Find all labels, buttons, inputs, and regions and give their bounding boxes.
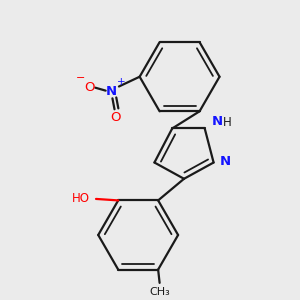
- Text: O: O: [111, 111, 121, 124]
- Text: O: O: [84, 81, 94, 94]
- Text: N: N: [212, 115, 223, 128]
- Text: N: N: [106, 85, 117, 98]
- Text: H: H: [224, 116, 232, 129]
- Text: N: N: [220, 154, 231, 167]
- Text: HO: HO: [72, 192, 90, 205]
- Text: +: +: [117, 77, 125, 87]
- Text: CH₃: CH₃: [149, 287, 170, 297]
- Text: −: −: [76, 73, 85, 83]
